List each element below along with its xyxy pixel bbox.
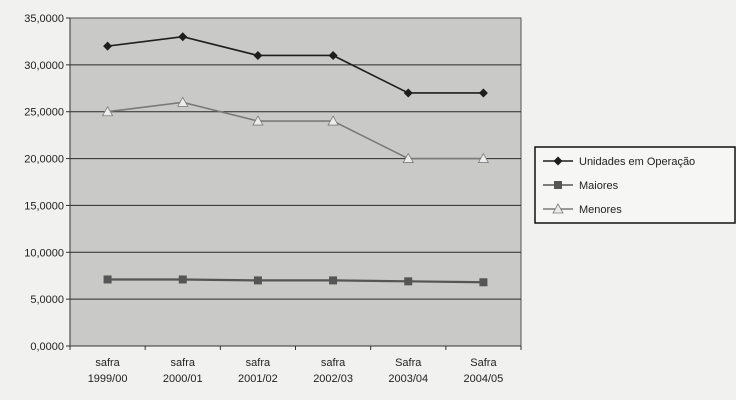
series-0 <box>103 32 488 98</box>
data-point <box>478 88 488 98</box>
y-tick-label: 35,0000 <box>24 13 64 25</box>
data-point <box>477 152 490 163</box>
x-tick-label: Safra 2003/04 <box>388 357 428 385</box>
data-point <box>103 275 112 284</box>
legend-swatch-marker <box>554 181 562 189</box>
data-point <box>404 277 413 286</box>
data-point <box>252 115 264 126</box>
plot-area <box>69 17 522 347</box>
legend: Unidades em Operação Maiores Menores <box>534 146 736 224</box>
y-tick-label: 15,0000 <box>24 200 64 212</box>
series-line <box>107 278 484 284</box>
data-point <box>327 115 339 126</box>
axes: 0,0000 5,0000 10,0000 15,0000 20,0000 25,0000… <box>24 13 522 385</box>
x-tick-label: Safra 2004/05 <box>464 357 504 385</box>
legend-label: Unidades em Operação <box>579 156 695 168</box>
data-point <box>329 276 338 285</box>
y-tick-label: 20,0000 <box>24 154 64 166</box>
series-group <box>101 32 490 287</box>
data-point <box>178 32 188 42</box>
y-tick-label: 5,0000 <box>30 294 64 306</box>
series-line <box>107 101 484 160</box>
plot-background <box>69 17 522 347</box>
legend-label: Maiores <box>579 180 619 192</box>
data-point <box>253 276 262 285</box>
data-point <box>402 152 414 163</box>
x-tick-label: safra 1999/00 <box>88 357 128 385</box>
x-tick-label: safra 2001/02 <box>238 357 278 385</box>
series-2 <box>101 96 490 163</box>
data-point <box>177 96 189 107</box>
legend-swatch-marker <box>552 203 564 214</box>
data-point <box>479 278 488 287</box>
data-point <box>403 88 413 98</box>
x-tick-label: safra 2002/03 <box>313 357 353 385</box>
data-point <box>103 41 113 51</box>
series-line <box>107 35 484 94</box>
y-tick-label: 10,0000 <box>24 247 64 259</box>
legend-swatch-marker <box>553 156 563 166</box>
y-tick-label: 0,0000 <box>30 341 64 353</box>
data-point <box>101 105 114 117</box>
data-point <box>253 50 263 60</box>
y-tick-label: 30,0000 <box>24 60 64 72</box>
series-1 <box>103 275 488 287</box>
data-point <box>328 50 338 60</box>
y-tick-label: 25,0000 <box>24 107 64 119</box>
legend-label: Menores <box>579 204 622 216</box>
x-tick-label: safra 2000/01 <box>163 357 203 385</box>
data-point <box>178 275 187 284</box>
